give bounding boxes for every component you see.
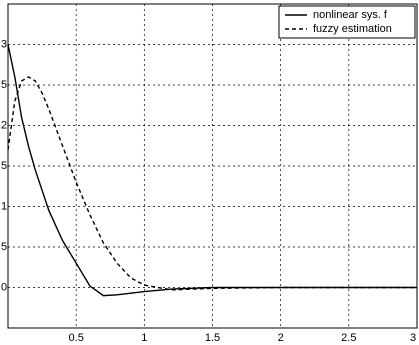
x-tick-label: 0.5 [69, 332, 84, 344]
legend-label: fuzzy estimation [313, 23, 392, 35]
y-tick-label: 3 [1, 38, 7, 50]
x-tick-label: 3 [410, 332, 416, 344]
y-tick-label: 5 [1, 160, 7, 172]
data-line [7, 44, 417, 297]
y-tick-label: 5 [1, 79, 7, 91]
legend-label: nonlinear sys. f [313, 9, 388, 21]
plot-frame [7, 3, 418, 329]
y-tick-label: 5 [1, 241, 7, 253]
x-tick-label: 1.5 [205, 332, 220, 344]
y-tick-label: 0 [1, 281, 7, 293]
legend-box [278, 5, 416, 39]
x-tick-label: 1 [141, 332, 147, 344]
y-tick-label: 1 [1, 200, 7, 212]
x-tick-label: 2.5 [341, 332, 356, 344]
data-line [7, 76, 417, 291]
x-tick-label: 2 [278, 332, 284, 344]
y-tick-label: 2 [1, 119, 7, 131]
